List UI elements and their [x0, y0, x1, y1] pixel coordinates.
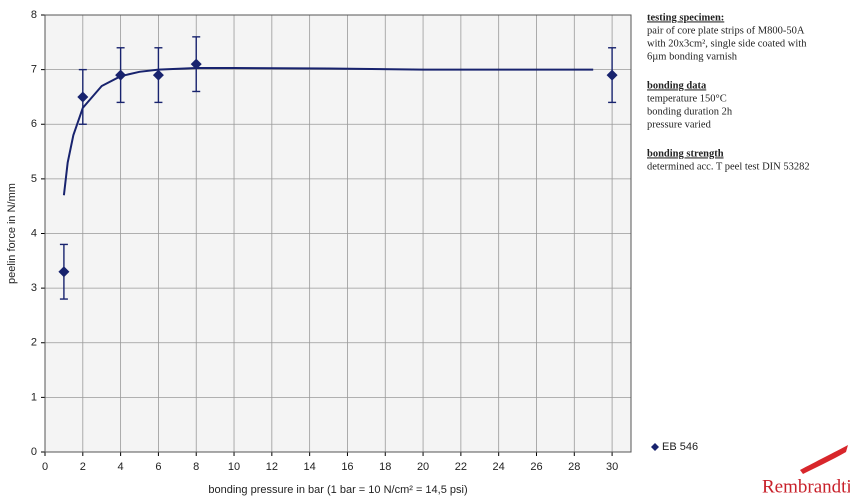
y-tick-label: 6 — [31, 118, 37, 130]
y-tick-label: 3 — [31, 282, 37, 294]
note-heading: bonding data — [647, 80, 707, 91]
note-line: temperature 150°C — [647, 93, 727, 104]
y-tick-label: 0 — [31, 446, 37, 458]
x-tick-label: 20 — [417, 461, 429, 473]
logo-stroke — [800, 445, 848, 474]
x-tick-label: 14 — [304, 461, 316, 473]
legend-label: EB 546 — [662, 441, 698, 453]
x-axis-label: bonding pressure in bar (1 bar = 10 N/cm… — [208, 484, 467, 496]
note-line: bonding duration 2h — [647, 106, 733, 117]
x-tick-label: 30 — [606, 461, 618, 473]
note-line: determined acc. T peel test DIN 53282 — [647, 161, 810, 172]
x-tick-label: 12 — [266, 461, 278, 473]
x-tick-label: 16 — [341, 461, 353, 473]
note-line: with 20x3cm², single side coated with — [647, 38, 807, 49]
y-tick-label: 7 — [31, 64, 37, 76]
x-tick-label: 0 — [42, 461, 48, 473]
x-tick-label: 2 — [80, 461, 86, 473]
y-tick-label: 8 — [31, 9, 37, 21]
chart: 012345678024681012141618202224262830bond… — [0, 0, 850, 499]
y-tick-label: 5 — [31, 173, 37, 185]
x-tick-label: 4 — [118, 461, 124, 473]
x-tick-label: 6 — [155, 461, 161, 473]
note-heading: testing specimen: — [647, 12, 724, 23]
note-heading: bonding strength — [647, 148, 724, 159]
x-tick-label: 24 — [493, 461, 505, 473]
y-tick-label: 2 — [31, 337, 37, 349]
logo: Rembrandtin — [762, 476, 850, 497]
y-axis-label: peelin force in N/mm — [6, 183, 18, 284]
note-line: 6µm bonding varnish — [647, 51, 738, 62]
x-tick-label: 26 — [530, 461, 542, 473]
x-tick-label: 18 — [379, 461, 391, 473]
y-tick-label: 4 — [31, 227, 37, 239]
note-line: pressure varied — [647, 119, 712, 130]
x-tick-label: 8 — [193, 461, 199, 473]
note-line: pair of core plate strips of M800-50A — [647, 25, 805, 36]
x-tick-label: 28 — [568, 461, 580, 473]
x-tick-label: 10 — [228, 461, 240, 473]
x-tick-label: 22 — [455, 461, 467, 473]
legend-marker — [651, 443, 659, 451]
y-tick-label: 1 — [31, 391, 37, 403]
